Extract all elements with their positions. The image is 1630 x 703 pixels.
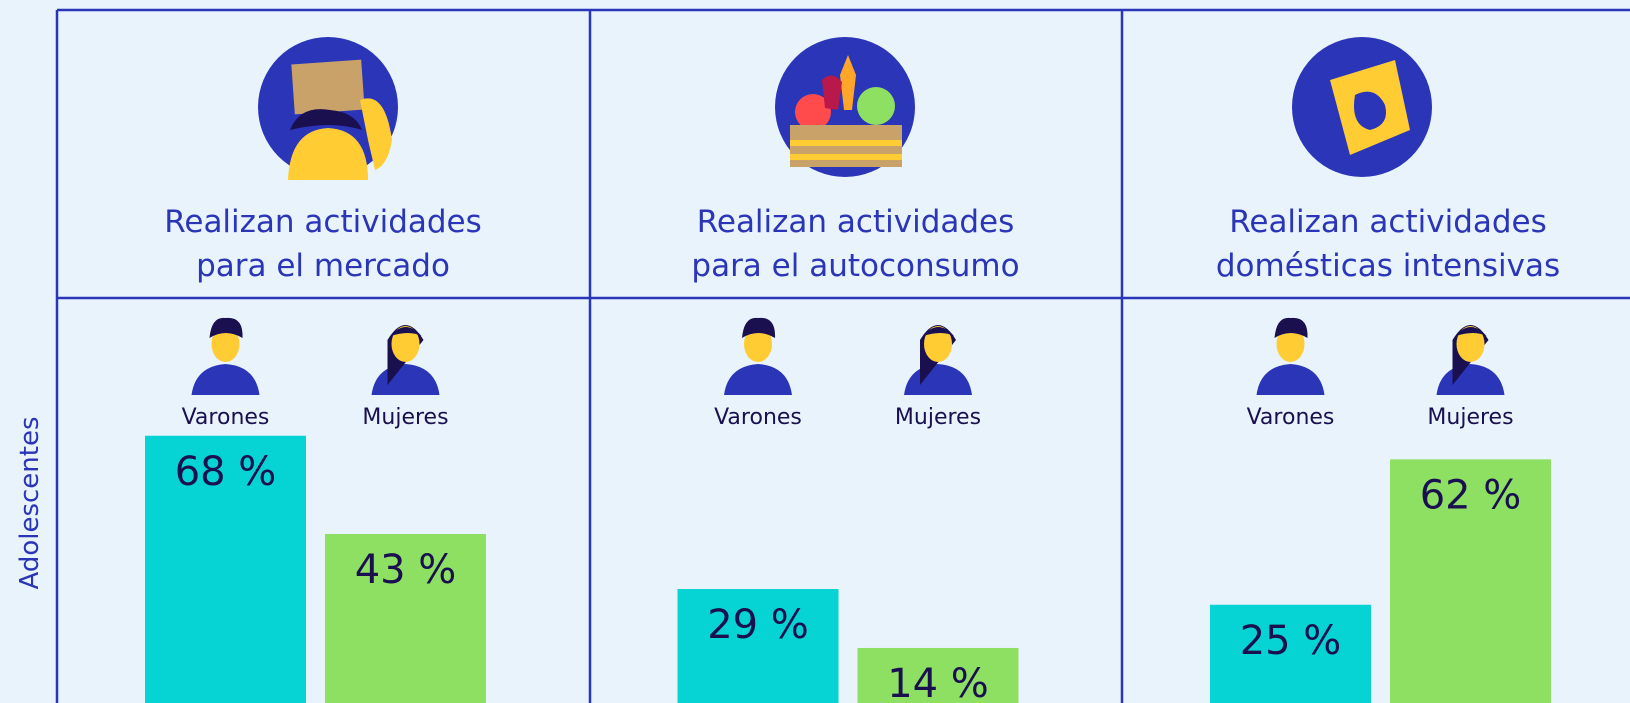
shoulders bbox=[191, 364, 260, 395]
hair bbox=[742, 317, 776, 338]
fringe bbox=[390, 327, 422, 336]
category-label: Varones bbox=[714, 405, 802, 430]
fringe bbox=[923, 327, 954, 336]
shoulders bbox=[904, 364, 972, 395]
person-icon bbox=[1436, 325, 1505, 395]
value-label: 14 % bbox=[887, 661, 989, 703]
icon-food bbox=[775, 37, 915, 177]
value-label: 62 % bbox=[1420, 472, 1522, 518]
head bbox=[1276, 326, 1305, 362]
shoulders bbox=[724, 364, 792, 395]
bar bbox=[677, 589, 839, 703]
person-icon bbox=[371, 325, 440, 395]
bar bbox=[857, 647, 1019, 703]
grid-frame bbox=[55, 8, 1630, 703]
value-label: 25 % bbox=[1240, 618, 1342, 664]
bar bbox=[325, 534, 486, 703]
person-icon bbox=[191, 317, 260, 395]
shoulders bbox=[371, 364, 440, 395]
fringe bbox=[1455, 327, 1487, 336]
row-label: Adolescentes bbox=[15, 416, 45, 590]
value-label: 29 % bbox=[707, 602, 809, 648]
shoulders bbox=[1436, 364, 1505, 395]
panel-title: Realizan actividades para el autoconsumo bbox=[691, 204, 1020, 284]
icon-market bbox=[258, 37, 398, 180]
person-icon bbox=[724, 317, 792, 395]
head bbox=[391, 326, 420, 362]
panel-title: Realizan actividades para el mercado bbox=[164, 204, 482, 284]
bar bbox=[145, 435, 306, 703]
hair bbox=[209, 317, 243, 338]
icon-cleaning bbox=[1292, 37, 1432, 177]
hair bbox=[1274, 317, 1308, 338]
shoulders bbox=[1256, 364, 1325, 395]
category-label: Mujeres bbox=[362, 405, 448, 430]
person-icon bbox=[1256, 317, 1325, 395]
value-label: 68 % bbox=[175, 449, 277, 495]
person-icon bbox=[904, 325, 972, 395]
head bbox=[924, 326, 952, 362]
head bbox=[1456, 326, 1485, 362]
bar bbox=[1390, 459, 1551, 703]
category-label: Varones bbox=[1247, 405, 1335, 430]
category-label: Mujeres bbox=[1427, 405, 1513, 430]
head bbox=[211, 326, 240, 362]
head bbox=[744, 326, 772, 362]
bar bbox=[1210, 604, 1371, 703]
panel-title: Realizan actividades domésticas intensiv… bbox=[1215, 204, 1561, 284]
category-label: Mujeres bbox=[895, 405, 981, 430]
category-label: Varones bbox=[182, 405, 270, 430]
value-label: 43 % bbox=[355, 547, 457, 593]
